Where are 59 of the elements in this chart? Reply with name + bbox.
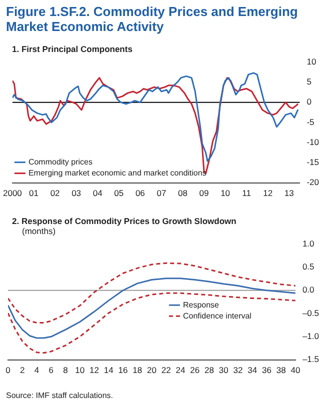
x-tick-label: 6 (48, 365, 54, 376)
x-tick-label: 28 (204, 365, 214, 376)
y-tick-label: –1.0 (302, 331, 320, 342)
line-series (8, 292, 296, 354)
x-tick-label: 12 (90, 365, 100, 376)
legend-label: Commodity prices (28, 158, 92, 167)
y-tick-label: -15 (306, 157, 320, 168)
x-tick-label: 14 (104, 365, 114, 376)
legend-label: Confidence interval (182, 311, 252, 320)
x-tick-label: 24 (176, 365, 186, 376)
x-tick-label: 22 (161, 365, 172, 376)
x-tick-label: 30 (218, 365, 229, 376)
x-tick-label: 32 (233, 365, 243, 376)
x-tick-label: 08 (178, 188, 188, 198)
x-tick-label: 8 (63, 365, 68, 376)
x-tick-label: 10 (220, 188, 230, 198)
x-tick-label: 26 (190, 365, 200, 376)
y-tick-label: -10 (306, 136, 320, 147)
x-tick-label: 04 (92, 188, 103, 198)
x-tick-label: 40 (290, 365, 300, 376)
chart-title: 2. Response of Commodity Prices to Growth Slowdown (11, 215, 238, 226)
x-tick-label: 36 (262, 365, 272, 376)
y-tick-label: -5 (306, 116, 315, 127)
y-tick-label: 0 (306, 96, 312, 107)
legend-label: Response (182, 300, 220, 310)
x-tick-label: 10 (75, 365, 85, 376)
x-tick-label: 20 (146, 365, 157, 376)
x-tick-label: 05 (114, 188, 124, 198)
x-tick-label: 38 (276, 365, 286, 376)
x-tick-label: 0 (6, 365, 11, 376)
x-tick-label: 02 (50, 188, 60, 198)
y-tick-label: –0.5 (302, 308, 320, 318)
x-tick-label: 4 (34, 365, 40, 376)
x-tick-label: 09 (199, 188, 210, 198)
y-tick-label: 0.5 (302, 262, 315, 272)
source-note: Source: IMF staff calculations. (5, 390, 114, 400)
y-tick-label: 0.0 (302, 284, 315, 295)
chart-subtitle: 1. First Principal Components (11, 43, 134, 54)
chart-subtitle: (months) (21, 226, 57, 236)
y-tick-label: -20 (306, 177, 320, 188)
x-tick-label: 13 (284, 188, 294, 198)
x-tick-label: 2000 (2, 188, 22, 198)
line-series (8, 262, 296, 324)
y-tick-label: –1.5 (302, 354, 320, 364)
x-tick-label: 06 (135, 188, 146, 198)
x-tick-label: 03 (72, 188, 82, 198)
x-tick-label: 12 (263, 188, 273, 198)
x-tick-label: 16 (118, 365, 128, 376)
y-tick-label: 10 (306, 56, 316, 66)
x-tick-label: 34 (248, 365, 258, 376)
x-tick-label: 11 (242, 188, 252, 198)
y-tick-label: 1.0 (302, 238, 315, 248)
x-tick-label: 01 (29, 188, 39, 198)
y-tick-label: 5 (306, 76, 312, 87)
x-tick-label: 2 (20, 365, 26, 376)
x-tick-label: 18 (132, 365, 142, 376)
x-tick-label: 07 (156, 188, 166, 198)
legend-label: Emerging market economic and market conditions (28, 168, 206, 178)
chart-title: Figure 1.SF.2. Commodity Prices and Emerging Market Economic Activity (5, 3, 299, 34)
